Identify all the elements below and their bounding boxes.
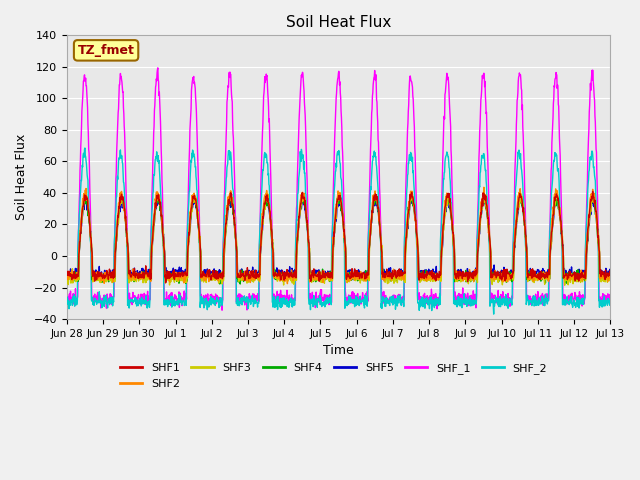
SHF_1 xyxy=(154,65,162,71)
SHF_1 xyxy=(543,296,550,302)
SHF1 xyxy=(424,272,431,278)
SHF1 xyxy=(245,276,253,282)
SHF5 xyxy=(171,270,179,276)
SHF_2 xyxy=(543,298,550,304)
SHF1 xyxy=(542,269,550,275)
SHF5 xyxy=(495,272,502,277)
SHF2 xyxy=(63,272,70,278)
SHF1 xyxy=(184,243,192,249)
SHF_2 xyxy=(424,299,431,304)
SHF2 xyxy=(480,184,488,190)
SHF1 xyxy=(589,189,596,194)
Line: SHF3: SHF3 xyxy=(67,193,611,285)
SHF1 xyxy=(63,271,70,276)
SHF1 xyxy=(171,273,179,278)
Legend: SHF1, SHF2, SHF3, SHF4, SHF5, SHF_1, SHF_2: SHF1, SHF2, SHF3, SHF4, SHF5, SHF_1, SHF… xyxy=(116,359,552,393)
SHF_2 xyxy=(184,215,192,220)
SHF_2 xyxy=(490,311,497,317)
SHF3 xyxy=(542,275,550,280)
SHF_2 xyxy=(63,294,70,300)
X-axis label: Time: Time xyxy=(323,344,354,357)
SHF2 xyxy=(495,271,502,276)
SHF_1 xyxy=(63,295,70,301)
SHF2 xyxy=(424,274,431,279)
SHF2 xyxy=(244,272,252,277)
SHF4 xyxy=(63,274,70,279)
SHF3 xyxy=(561,282,568,288)
SHF4 xyxy=(245,277,253,283)
Title: Soil Heat Flux: Soil Heat Flux xyxy=(286,15,391,30)
Line: SHF_2: SHF_2 xyxy=(67,148,611,314)
SHF3 xyxy=(184,275,191,280)
SHF3 xyxy=(424,277,431,283)
SHF5 xyxy=(543,274,550,279)
Line: SHF2: SHF2 xyxy=(67,187,611,284)
SHF_2 xyxy=(81,145,89,151)
SHF4 xyxy=(424,272,431,277)
SHF5 xyxy=(184,247,192,253)
SHF4 xyxy=(495,276,502,281)
SHF_2 xyxy=(607,302,614,308)
SHF2 xyxy=(607,274,614,280)
SHF_2 xyxy=(171,303,179,309)
SHF_2 xyxy=(245,297,253,302)
Line: SHF1: SHF1 xyxy=(67,192,611,283)
SHF2 xyxy=(543,276,550,281)
SHF3 xyxy=(494,279,502,285)
Line: SHF5: SHF5 xyxy=(67,195,611,280)
SHF_1 xyxy=(245,291,253,297)
SHF4 xyxy=(607,272,614,277)
SHF_1 xyxy=(184,204,192,209)
SHF5 xyxy=(607,274,614,280)
SHF5 xyxy=(81,192,89,198)
SHF3 xyxy=(63,280,70,286)
Text: TZ_fmet: TZ_fmet xyxy=(77,44,134,57)
SHF3 xyxy=(171,279,179,285)
SHF4 xyxy=(264,192,271,197)
SHF_1 xyxy=(218,307,226,313)
SHF1 xyxy=(494,273,502,278)
SHF2 xyxy=(284,281,291,287)
SHF4 xyxy=(236,281,244,287)
Line: SHF4: SHF4 xyxy=(67,194,611,284)
SHF3 xyxy=(607,276,614,282)
SHF_1 xyxy=(495,300,502,306)
SHF4 xyxy=(171,274,179,280)
SHF5 xyxy=(349,277,357,283)
SHF3 xyxy=(336,190,344,196)
SHF3 xyxy=(244,279,252,285)
SHF5 xyxy=(424,269,431,275)
SHF1 xyxy=(162,280,170,286)
Line: SHF_1: SHF_1 xyxy=(67,68,611,310)
SHF2 xyxy=(184,241,191,247)
SHF4 xyxy=(543,275,550,281)
SHF_2 xyxy=(495,298,502,303)
SHF2 xyxy=(171,271,179,277)
SHF_1 xyxy=(607,298,614,303)
SHF4 xyxy=(184,246,191,252)
SHF5 xyxy=(63,270,70,276)
SHF_1 xyxy=(171,292,179,298)
SHF1 xyxy=(607,270,614,276)
SHF_1 xyxy=(424,297,431,303)
SHF5 xyxy=(245,267,253,273)
Y-axis label: Soil Heat Flux: Soil Heat Flux xyxy=(15,134,28,220)
